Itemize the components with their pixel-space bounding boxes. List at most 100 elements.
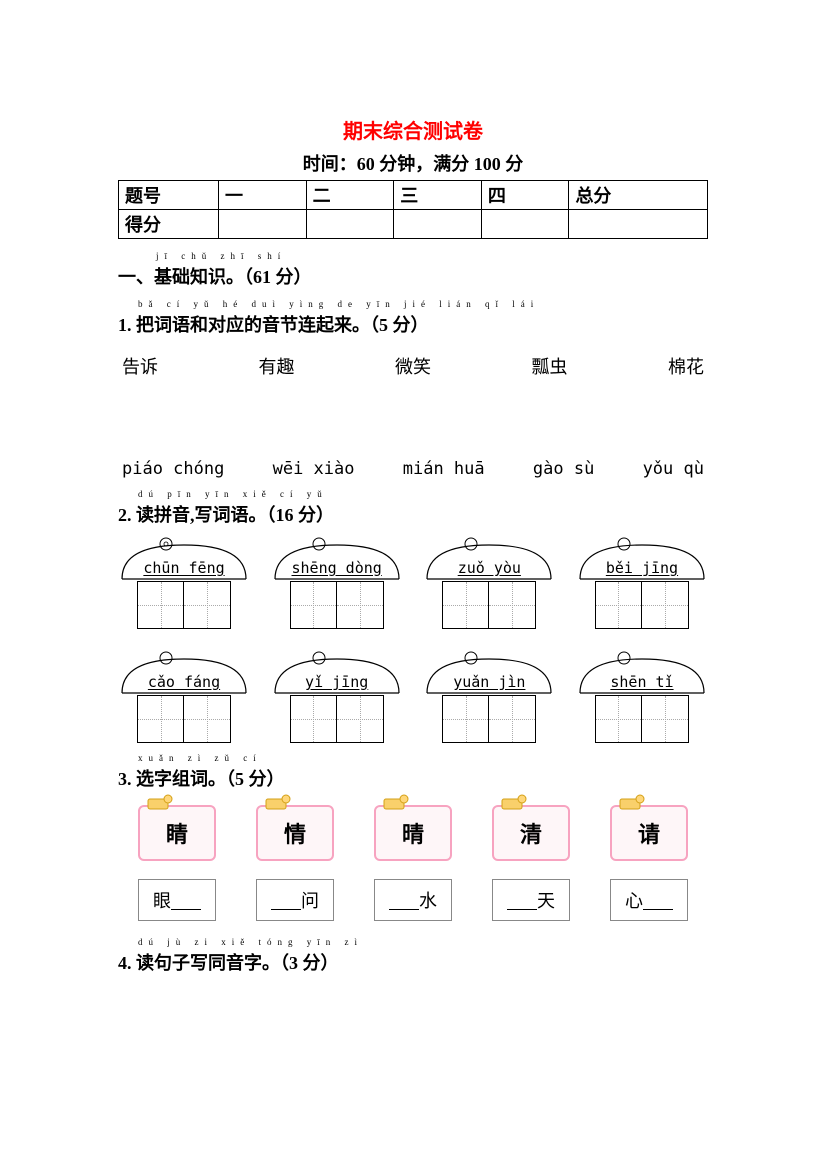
mushroom-cap: yuǎn jìn xyxy=(423,651,555,695)
tab-deco-icon xyxy=(500,793,528,811)
q2-row-1: chūn fēng shēng dòng xyxy=(118,537,708,629)
q1-pinyin: gào sù xyxy=(533,459,594,479)
mushroom-item: zuǒ yòu xyxy=(423,537,555,629)
mushroom-item: cǎo fáng xyxy=(118,651,250,743)
th-3: 三 xyxy=(394,181,482,210)
q2-ruby: dú pīn yīn xiě cí yǔ xyxy=(138,489,328,499)
exam-subtitle: 时间：60 分钟，满分 100 分 xyxy=(118,150,708,176)
tian-grid[interactable] xyxy=(442,581,536,629)
mushroom-pinyin: yǐ jīng xyxy=(271,673,403,691)
q3-head: xuǎn zì zǔ cí 3. 选字组词。（5 分） xyxy=(118,765,708,791)
mushroom-item: yǐ jīng xyxy=(271,651,403,743)
mushroom-item: shēng dòng xyxy=(271,537,403,629)
mushroom-pinyin: chūn fēng xyxy=(118,559,250,577)
q1-word: 有趣 xyxy=(259,353,295,379)
char-card: 晴 xyxy=(374,805,452,861)
tian-grid[interactable] xyxy=(137,581,231,629)
blank-card[interactable]: 水 xyxy=(374,879,452,921)
q1-pinyin: wēi xiào xyxy=(273,459,355,479)
q4-ruby: dú jù zi xiě tóng yīn zì xyxy=(138,937,363,947)
q1-word: 微笑 xyxy=(395,353,431,379)
tian-grid[interactable] xyxy=(290,695,384,743)
table-row: 题号 一 二 三 四 总分 xyxy=(119,181,708,210)
tab-deco-icon xyxy=(146,793,174,811)
mushroom-item: yuǎn jìn xyxy=(423,651,555,743)
q1-word: 告诉 xyxy=(122,353,158,379)
mushroom-cap: shēng dòng xyxy=(271,537,403,581)
score-cell[interactable] xyxy=(306,210,394,239)
char-text: 情 xyxy=(284,817,306,849)
char-card: 睛 xyxy=(138,805,216,861)
q4-head: dú jù zi xiě tóng yīn zì 4. 读句子写同音字。（3 分… xyxy=(118,949,708,975)
table-row: 得分 xyxy=(119,210,708,239)
char-card: 请 xyxy=(610,805,688,861)
q1-head: bǎ cí yǔ hé duì yìng de yīn jié lián qǐ … xyxy=(118,311,708,337)
mushroom-cap: běi jīng xyxy=(576,537,708,581)
q2-row-2: cǎo fáng yǐ jīng y xyxy=(118,651,708,743)
score-table: 题号 一 二 三 四 总分 得分 xyxy=(118,180,708,239)
mushroom-item: chūn fēng xyxy=(118,537,250,629)
mushroom-cap: shēn tǐ xyxy=(576,651,708,695)
blank-label: 水 xyxy=(419,887,437,913)
blank-label: 心 xyxy=(625,887,643,913)
char-text: 晴 xyxy=(402,817,424,849)
q1-words-row: 告诉 有趣 微笑 瓢虫 棉花 xyxy=(118,353,708,379)
char-text: 请 xyxy=(638,817,660,849)
q3-blank-row: 眼 问 水 天 心 xyxy=(138,879,688,921)
mushroom-pinyin: yuǎn jìn xyxy=(423,673,555,691)
tian-grid[interactable] xyxy=(137,695,231,743)
blank-card[interactable]: 眼 xyxy=(138,879,216,921)
char-text: 睛 xyxy=(166,817,188,849)
blank-label: 眼 xyxy=(153,887,171,913)
q3-char-row: 睛 情 晴 清 请 xyxy=(138,805,688,861)
score-cell[interactable] xyxy=(394,210,482,239)
page: 期末综合测试卷 时间：60 分钟，满分 100 分 题号 一 二 三 四 总分 … xyxy=(0,0,826,1169)
th-number: 题号 xyxy=(119,181,219,210)
q1-word: 瓢虫 xyxy=(532,353,568,379)
q3-ruby: xuǎn zì zǔ cí xyxy=(138,753,262,763)
blank-label: 问 xyxy=(301,887,319,913)
tian-grid[interactable] xyxy=(595,581,689,629)
mushroom-pinyin: shēng dòng xyxy=(271,559,403,577)
q1-pinyin: yǒu qù xyxy=(643,459,704,479)
q1-pinyin-row: piáo chóng wēi xiào mián huā gào sù yǒu … xyxy=(118,459,708,479)
q1-text: 1. 把词语和对应的音节连起来。（5 分） xyxy=(118,315,429,335)
th-1: 一 xyxy=(219,181,307,210)
section-1-head: jī chǔ zhī shí 一、基础知识。（61 分） xyxy=(118,263,708,289)
mushroom-cap: cǎo fáng xyxy=(118,651,250,695)
mushroom-item: shēn tǐ xyxy=(576,651,708,743)
tian-grid[interactable] xyxy=(290,581,384,629)
q3-text: 3. 选字组词。（5 分） xyxy=(118,769,285,789)
q1-ruby: bǎ cí yǔ hé duì yìng de yīn jié lián qǐ … xyxy=(138,299,539,309)
tian-grid[interactable] xyxy=(442,695,536,743)
q1-pinyin: mián huā xyxy=(403,459,485,479)
th-total: 总分 xyxy=(569,181,708,210)
mushroom-pinyin: shēn tǐ xyxy=(576,673,708,691)
section-1-text: 一、基础知识。（61 分） xyxy=(118,267,312,287)
tab-deco-icon xyxy=(382,793,410,811)
q1-word: 棉花 xyxy=(668,353,704,379)
mushroom-pinyin: běi jīng xyxy=(576,559,708,577)
char-card: 清 xyxy=(492,805,570,861)
th-4: 四 xyxy=(481,181,569,210)
blank-card[interactable]: 问 xyxy=(256,879,334,921)
q2-text: 2. 读拼音,写词语。（16 分） xyxy=(118,505,334,525)
blank-label: 天 xyxy=(537,887,555,913)
section-1-ruby: jī chǔ zhī shí xyxy=(156,251,286,261)
blank-card[interactable]: 天 xyxy=(492,879,570,921)
tian-grid[interactable] xyxy=(595,695,689,743)
q4-text: 4. 读句子写同音字。（3 分） xyxy=(118,953,339,973)
char-card: 情 xyxy=(256,805,334,861)
exam-title: 期末综合测试卷 xyxy=(118,115,708,144)
char-text: 清 xyxy=(520,817,542,849)
mushroom-cap: yǐ jīng xyxy=(271,651,403,695)
q1-pinyin: piáo chóng xyxy=(122,459,224,479)
mushroom-pinyin: cǎo fáng xyxy=(118,673,250,691)
mushroom-pinyin: zuǒ yòu xyxy=(423,559,555,577)
blank-card[interactable]: 心 xyxy=(610,879,688,921)
tab-deco-icon xyxy=(264,793,292,811)
score-cell[interactable] xyxy=(219,210,307,239)
score-cell[interactable] xyxy=(569,210,708,239)
mushroom-cap: zuǒ yòu xyxy=(423,537,555,581)
score-cell[interactable] xyxy=(481,210,569,239)
